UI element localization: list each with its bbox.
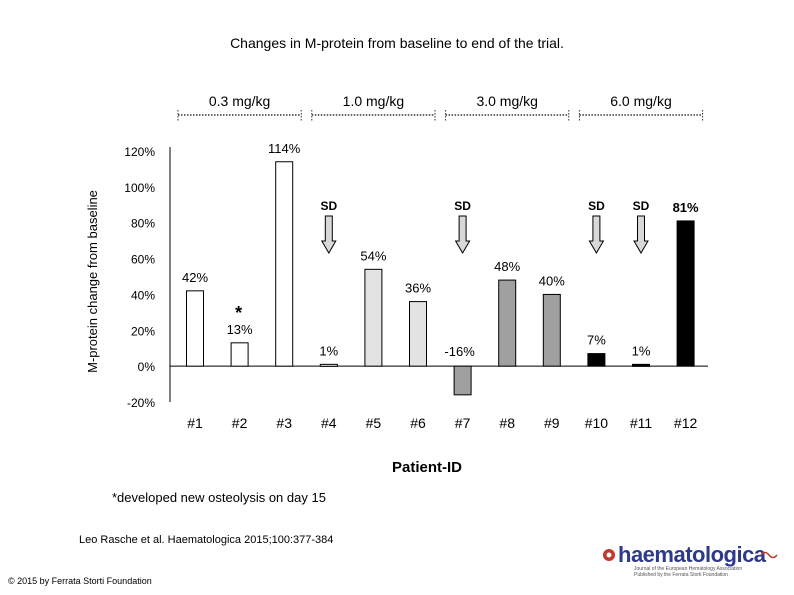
value-label: 36%: [405, 281, 431, 296]
slide-title: Changes in M-protein from baseline to en…: [230, 35, 564, 51]
x-tick-label: #3: [276, 415, 292, 431]
x-tick-label: #6: [410, 415, 426, 431]
bar-p7: [453, 365, 472, 396]
x-tick-label: #10: [585, 415, 609, 431]
sd-arrow-icon: [588, 215, 605, 254]
value-label: 42%: [182, 270, 208, 285]
bar-p8: [498, 279, 517, 367]
y-tick-label: -20%: [127, 396, 155, 410]
copyright: © 2015 by Ferrata Storti Foundation: [8, 576, 152, 586]
x-axis-label: Patient-ID: [392, 459, 462, 476]
bar-p1: [186, 290, 204, 367]
value-label: 81%: [673, 200, 699, 215]
value-label: 13%: [227, 322, 253, 337]
asterisk-marker: *: [235, 303, 242, 323]
logo-subtitle-line2: Published by the Ferrata Storti Foundati…: [634, 572, 728, 578]
sd-label: SD: [633, 199, 650, 213]
x-tick-label: #5: [366, 415, 382, 431]
y-tick-label: 100%: [124, 181, 155, 195]
dose-group-label: 1.0 mg/kg: [343, 93, 404, 109]
x-tick-label: #7: [455, 415, 471, 431]
sd-label: SD: [454, 199, 471, 213]
logo-wordmark: haematologica: [618, 542, 766, 567]
sd-label: SD: [320, 199, 337, 213]
value-label: 40%: [539, 273, 565, 288]
logo-subtitle-line1: Journal of the European Hematology Assoc…: [634, 566, 743, 572]
y-tick-label: 20%: [131, 324, 155, 338]
x-tick-label: #8: [499, 415, 515, 431]
bar-p11: [632, 363, 650, 367]
footnote: *developed new osteolysis on day 15: [112, 490, 326, 505]
y-tick-label: 40%: [131, 288, 155, 302]
value-label: -16%: [444, 344, 475, 359]
citation: Leo Rasche et al. Haematologica 2015;100…: [79, 534, 334, 546]
y-tick-label: 0%: [138, 360, 156, 374]
x-tick-label: #11: [630, 415, 653, 431]
value-label: 54%: [360, 248, 386, 263]
dose-group-label: 3.0 mg/kg: [476, 93, 537, 109]
logo-mark-icon: [603, 549, 615, 561]
x-tick-label: #4: [321, 415, 337, 431]
value-label: 1%: [319, 343, 338, 358]
bar-p2: [230, 342, 249, 367]
bar-p5: [364, 268, 383, 367]
value-label: 114%: [268, 141, 301, 156]
x-tick-label: #12: [674, 415, 698, 431]
y-tick-label: 120%: [124, 145, 155, 159]
bar-p3: [275, 161, 294, 367]
bar-p4: [319, 363, 338, 367]
value-label: 1%: [632, 343, 651, 358]
logo-deco-icon: [760, 551, 778, 559]
sd-arrow-icon: [320, 215, 337, 254]
value-label: 48%: [494, 259, 520, 274]
y-tick-label: 80%: [131, 217, 155, 231]
x-tick-label: #9: [544, 415, 560, 431]
haematologica-logo: haematologica Journal of the European He…: [600, 542, 780, 582]
bar-p6: [409, 301, 427, 367]
dose-group-label: 0.3 mg/kg: [209, 93, 270, 109]
dose-group-label: 6.0 mg/kg: [610, 93, 671, 109]
sd-arrow-icon: [454, 215, 471, 254]
x-tick-label: #2: [232, 415, 248, 431]
m-protein-bar-chart: 120% 100% 80% 60% 40% 20% 0% -20% M-protein chan…: [85, 93, 708, 505]
sd-label: SD: [588, 199, 605, 213]
y-tick-label: 60%: [131, 253, 155, 267]
y-axis-label: M-protein change from baseline: [85, 190, 100, 373]
sd-arrow-icon: [633, 215, 649, 254]
bar-p10: [587, 353, 606, 367]
bar-p12: [676, 220, 695, 367]
x-tick-label: #1: [187, 415, 203, 431]
bar-p9: [542, 293, 561, 367]
value-label: 7%: [587, 333, 606, 348]
